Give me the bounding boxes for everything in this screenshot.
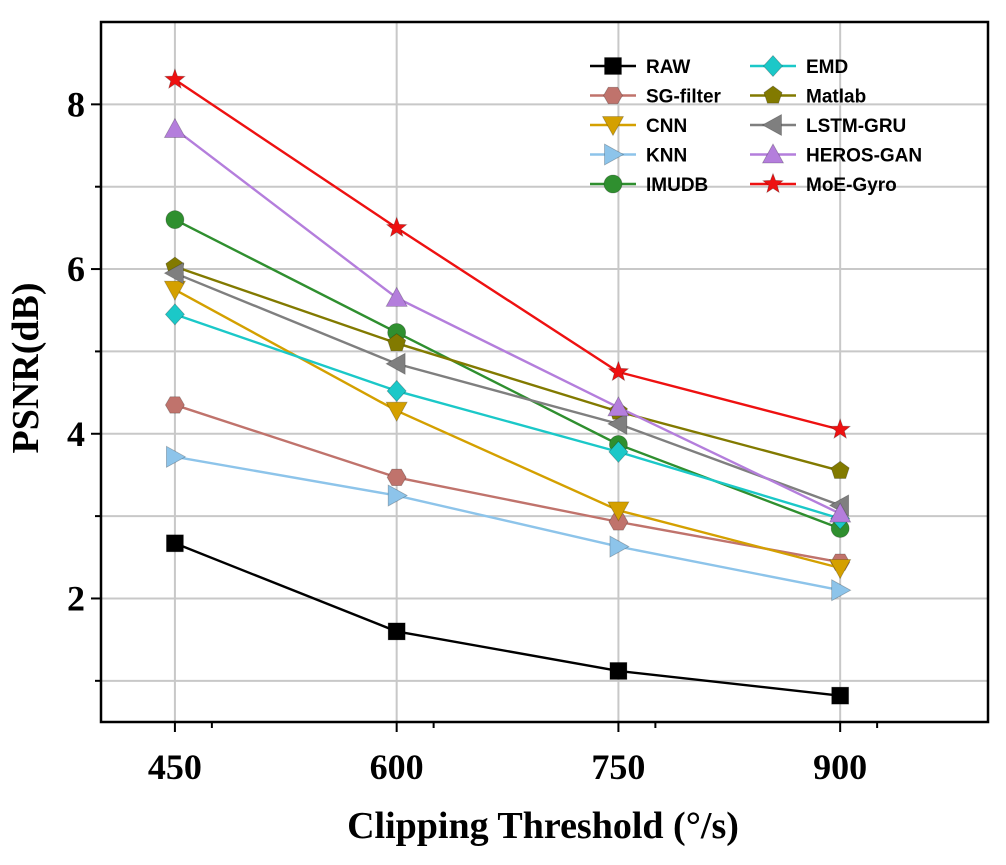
data-point xyxy=(607,501,630,522)
y-tick-label: 2 xyxy=(67,578,85,618)
data-point xyxy=(831,686,850,705)
series-raw xyxy=(166,534,850,705)
data-point xyxy=(828,559,852,580)
series-line xyxy=(174,455,841,592)
legend-marker xyxy=(762,54,784,78)
data-point xyxy=(828,502,852,523)
y-axis-title: PSNR(dB) xyxy=(5,282,47,453)
data-point xyxy=(164,303,185,326)
series-line xyxy=(174,78,841,431)
data-point xyxy=(829,418,852,440)
legend-label: MoE-Gyro xyxy=(806,175,897,196)
x-tick-label: 750 xyxy=(591,747,645,787)
series-line xyxy=(174,128,841,515)
data-point xyxy=(385,216,408,238)
y-tick-label: 4 xyxy=(67,414,85,454)
legend-item-cnn: CNN xyxy=(590,116,687,137)
data-point xyxy=(385,352,406,375)
data-point xyxy=(165,210,185,230)
data-point xyxy=(385,401,408,423)
series-knn xyxy=(166,445,852,602)
data-point xyxy=(166,534,184,553)
legend-item-imudb: IMUDB xyxy=(590,174,708,196)
legend-item-matlab: Matlab xyxy=(750,85,866,108)
data-point xyxy=(831,579,852,602)
axes: 450 600 750 900 2 4 6 8 xyxy=(67,20,990,787)
data-point xyxy=(607,412,628,436)
data-point xyxy=(386,468,407,487)
series-emd xyxy=(164,303,851,530)
series-heros-gan xyxy=(163,117,852,523)
series-line xyxy=(174,288,841,570)
legend: RAW SG-filter CNN KNN IMUDB EMD Matlab LSTM-GRU… xyxy=(590,54,922,196)
series-line xyxy=(174,265,841,472)
legend-label: Matlab xyxy=(806,87,866,108)
legend-label: KNN xyxy=(646,146,687,167)
legend-marker xyxy=(601,116,625,137)
x-tick-label: 450 xyxy=(148,747,202,787)
legend-marker xyxy=(604,57,622,75)
legend-label: HEROS-GAN xyxy=(806,146,922,167)
legend-marker xyxy=(603,86,623,105)
legend-label: IMUDB xyxy=(646,175,708,196)
y-tick-label: 6 xyxy=(67,249,85,289)
data-point xyxy=(387,333,407,352)
data-point xyxy=(163,117,187,138)
data-point xyxy=(608,513,629,531)
series-matlab xyxy=(165,256,850,479)
series-moe-gyro xyxy=(163,68,852,440)
legend-item-knn: KNN xyxy=(590,143,687,167)
series-imudb xyxy=(165,210,850,538)
x-tick-label: 600 xyxy=(370,747,424,787)
data-point xyxy=(609,535,630,558)
data-point xyxy=(166,445,187,469)
series-line xyxy=(174,218,841,530)
legend-label: LSTM-GRU xyxy=(806,116,906,137)
legend-item-lstm-gru: LSTM-GRU xyxy=(750,113,906,137)
data-point xyxy=(387,484,408,507)
data-point xyxy=(830,460,850,479)
data-point xyxy=(385,286,408,307)
legend-marker xyxy=(763,85,783,104)
data-point xyxy=(163,68,186,90)
legend-marker xyxy=(761,172,785,194)
legend-marker xyxy=(604,143,625,166)
legend-item-emd: EMD xyxy=(750,54,848,78)
legend-marker xyxy=(761,143,785,164)
series-layer xyxy=(163,68,852,705)
x-tick-label: 900 xyxy=(813,747,867,787)
legend-marker xyxy=(603,174,623,194)
legend-label: EMD xyxy=(806,57,848,78)
legend-item-sg-filter: SG-filter xyxy=(590,87,722,108)
data-point xyxy=(607,360,630,382)
data-point xyxy=(164,396,185,414)
series-lstm-gru xyxy=(163,261,850,517)
legend-label: CNN xyxy=(646,116,687,137)
y-tick-label: 8 xyxy=(67,84,85,124)
series-line xyxy=(174,313,841,520)
series-line xyxy=(174,403,841,564)
series-line xyxy=(174,272,841,507)
plot-frame xyxy=(99,20,990,724)
legend-marker xyxy=(761,113,782,137)
legend-label: RAW xyxy=(646,57,690,78)
series-line xyxy=(174,542,841,697)
data-point xyxy=(386,379,407,403)
data-point xyxy=(387,622,406,641)
series-cnn xyxy=(163,280,852,580)
legend-item-moe-gyro: MoE-Gyro xyxy=(750,172,897,196)
x-axis-title: Clipping Threshold (°/s) xyxy=(347,805,739,847)
data-point xyxy=(163,261,184,285)
data-point xyxy=(609,662,628,680)
data-point xyxy=(608,440,629,463)
legend-item-heros-gan: HEROS-GAN xyxy=(750,143,922,167)
legend-item-raw: RAW xyxy=(590,57,690,78)
legend-label: SG-filter xyxy=(646,87,722,108)
data-point xyxy=(163,280,187,301)
data-point xyxy=(607,396,630,417)
